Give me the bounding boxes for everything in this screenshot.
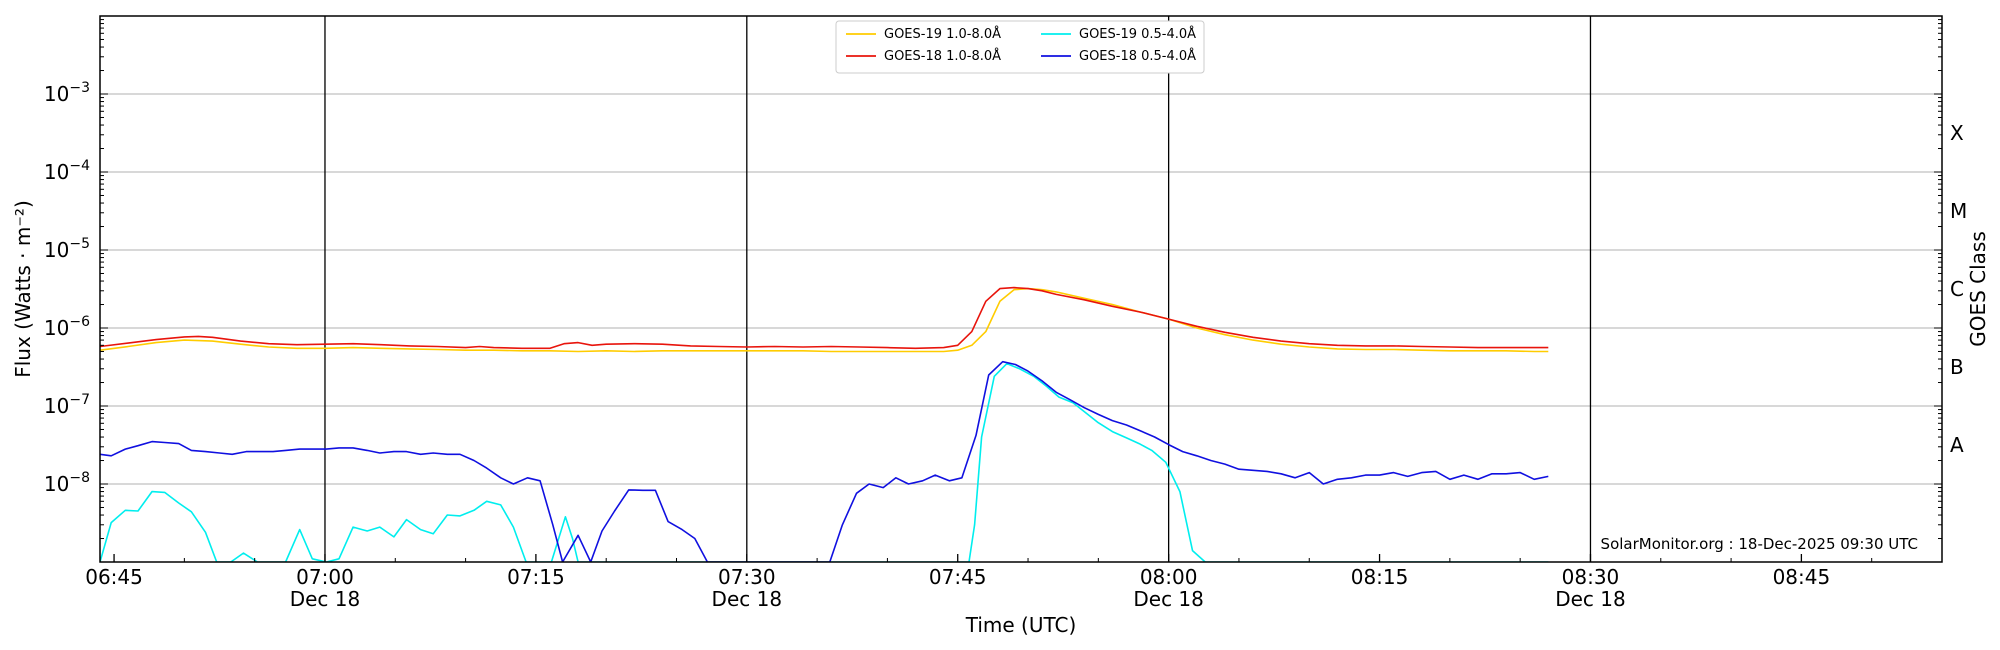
y-tick-label-2: 10−6 [44, 314, 90, 340]
goes-class-x: X [1950, 121, 1964, 145]
credit-text: SolarMonitor.org : 18-Dec-2025 09:30 UTC [1601, 535, 1918, 553]
y-tick-label-0: 10−8 [44, 470, 90, 496]
legend-label-0: GOES-19 1.0-8.0Å [884, 26, 1001, 42]
y-tick-label-3: 10−5 [44, 236, 90, 262]
x-tick-label-6: 08:15 [1351, 565, 1409, 589]
legend-label-2: GOES-19 0.5-4.0Å [1079, 26, 1196, 42]
x-tick-date-1: Dec 18 [290, 587, 361, 611]
y-tick-label-4: 10−4 [44, 158, 90, 184]
x-tick-date-3: Dec 18 [712, 587, 783, 611]
series-lines [100, 286, 1549, 562]
series-line-2 [100, 362, 1549, 562]
legend: GOES-19 1.0-8.0Å GOES-19 0.5-4.0Å GOES-18 … [835, 20, 1205, 74]
x-tick-label-5: 08:00 [1140, 565, 1198, 589]
legend-label-3: GOES-18 0.5-4.0Å [1079, 48, 1196, 64]
y-tick-label-1: 10−7 [44, 392, 90, 418]
y2-axis-label: GOES Class [1966, 231, 1990, 347]
x-tick-label-4: 07:45 [929, 565, 987, 589]
x-tick-label-2: 07:15 [507, 565, 565, 589]
series-line-3 [100, 360, 1549, 562]
legend-label-1: GOES-18 1.0-8.0Å [884, 48, 1001, 64]
x-tick-label-0: 06:45 [85, 565, 143, 589]
x-tick-label-8: 08:45 [1773, 565, 1831, 589]
y-tick-label-5: 10−3 [44, 80, 90, 106]
goes-class-labels: A B C M X [1950, 121, 1967, 457]
goes-class-m: M [1950, 199, 1967, 223]
legend-box [835, 20, 1205, 74]
x-tick-label-1: 07:00 [296, 565, 354, 589]
grid-lines [100, 93, 1942, 485]
x-tick-label-7: 08:30 [1562, 565, 1620, 589]
x-tick-label-3: 07:30 [718, 565, 776, 589]
goes-class-c: C [1950, 277, 1964, 301]
y-axis-ticks: 10−8 10−7 10−6 10−5 10−4 10−3 [44, 19, 1942, 563]
series-line-0 [100, 287, 1549, 353]
x-tick-date-7: Dec 18 [1555, 587, 1626, 611]
y-axis-label: Flux (Watts · m⁻²) [11, 200, 35, 378]
goes-class-b: B [1950, 355, 1964, 379]
plot-frame [99, 15, 1943, 563]
goes-class-a: A [1950, 433, 1964, 457]
x-tick-date-5: Dec 18 [1133, 587, 1204, 611]
day-vertical-lines [324, 16, 1592, 562]
x-axis-label: Time (UTC) [965, 613, 1077, 637]
series-line-1 [100, 286, 1549, 350]
